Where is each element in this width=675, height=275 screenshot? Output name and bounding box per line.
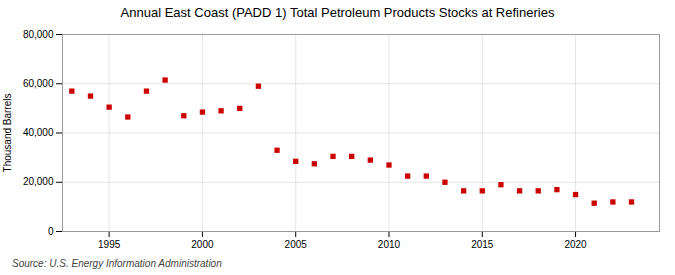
html-text:Annual East Coast (PADD 1) Tot: Annual East Coast (PADD 1) Total Petrole… bbox=[120, 5, 555, 20]
svg-text:2000: 2000 bbox=[191, 239, 214, 250]
svg-text:2015: 2015 bbox=[471, 239, 494, 250]
html-text:Source: U.S. Energy Informatio: Source: U.S. Energy Information Administ… bbox=[12, 258, 222, 269]
svg-text:40,000: 40,000 bbox=[23, 127, 54, 138]
svg-text:1995: 1995 bbox=[98, 239, 121, 250]
svg-text:2020: 2020 bbox=[564, 239, 587, 250]
svg-text:2010: 2010 bbox=[378, 239, 401, 250]
svg-text:60,000: 60,000 bbox=[23, 78, 54, 89]
svg-text:0: 0 bbox=[48, 226, 54, 237]
svg-text:2005: 2005 bbox=[285, 239, 308, 250]
svg-text:80,000: 80,000 bbox=[23, 29, 54, 40]
svg-text:20,000: 20,000 bbox=[23, 176, 54, 187]
svg-text:Thousand Barrels: Thousand Barrels bbox=[2, 94, 13, 173]
